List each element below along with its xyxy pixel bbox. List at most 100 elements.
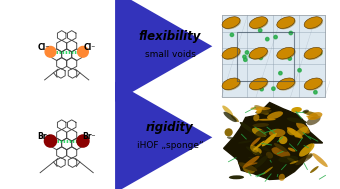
Ellipse shape — [279, 136, 287, 144]
Ellipse shape — [222, 105, 233, 116]
Text: flexibility: flexibility — [139, 30, 201, 43]
Ellipse shape — [243, 164, 255, 174]
Ellipse shape — [299, 143, 314, 157]
Ellipse shape — [253, 140, 265, 151]
Ellipse shape — [222, 47, 240, 59]
Ellipse shape — [248, 157, 256, 159]
Ellipse shape — [238, 140, 252, 144]
Ellipse shape — [231, 115, 239, 122]
Ellipse shape — [253, 114, 259, 121]
Ellipse shape — [252, 128, 267, 137]
Ellipse shape — [274, 143, 288, 152]
Ellipse shape — [304, 17, 322, 28]
Ellipse shape — [267, 111, 283, 119]
Circle shape — [78, 46, 88, 57]
Ellipse shape — [250, 17, 267, 28]
Circle shape — [272, 87, 275, 90]
Text: Br⁻: Br⁻ — [83, 132, 96, 141]
Circle shape — [288, 57, 291, 60]
Ellipse shape — [304, 47, 322, 59]
Ellipse shape — [278, 48, 296, 60]
Ellipse shape — [272, 146, 279, 154]
Circle shape — [282, 20, 285, 24]
Ellipse shape — [256, 108, 262, 114]
Circle shape — [274, 35, 277, 39]
Ellipse shape — [256, 144, 271, 152]
Ellipse shape — [305, 79, 323, 91]
Ellipse shape — [222, 78, 240, 90]
Ellipse shape — [251, 107, 271, 110]
Circle shape — [318, 51, 322, 55]
Ellipse shape — [288, 148, 295, 152]
Ellipse shape — [242, 164, 251, 168]
Ellipse shape — [262, 133, 277, 146]
Ellipse shape — [250, 47, 267, 59]
Ellipse shape — [287, 127, 303, 139]
Ellipse shape — [305, 18, 323, 29]
Text: iHOF „sponge“: iHOF „sponge“ — [137, 141, 203, 150]
Circle shape — [314, 91, 317, 94]
Ellipse shape — [277, 78, 295, 90]
Ellipse shape — [223, 48, 241, 60]
Ellipse shape — [246, 162, 258, 165]
Circle shape — [260, 88, 264, 91]
Ellipse shape — [254, 105, 269, 115]
Ellipse shape — [250, 48, 268, 60]
Text: Cl⁻: Cl⁻ — [83, 43, 96, 52]
Text: Cl⁻: Cl⁻ — [38, 43, 50, 52]
Circle shape — [258, 29, 262, 32]
Ellipse shape — [254, 156, 268, 168]
Circle shape — [243, 55, 246, 59]
Ellipse shape — [227, 136, 235, 140]
Ellipse shape — [238, 162, 257, 171]
Ellipse shape — [240, 122, 254, 133]
Text: Br⁻: Br⁻ — [37, 132, 51, 141]
Ellipse shape — [250, 18, 268, 29]
Ellipse shape — [255, 110, 272, 114]
Ellipse shape — [277, 17, 295, 28]
Ellipse shape — [308, 112, 322, 120]
Ellipse shape — [223, 79, 241, 91]
Ellipse shape — [223, 18, 241, 29]
Ellipse shape — [306, 153, 312, 159]
Ellipse shape — [304, 78, 322, 90]
Ellipse shape — [287, 128, 296, 135]
Ellipse shape — [291, 107, 302, 113]
Ellipse shape — [306, 116, 318, 119]
Circle shape — [245, 51, 249, 54]
Ellipse shape — [296, 122, 310, 134]
Ellipse shape — [229, 175, 244, 179]
Ellipse shape — [302, 110, 309, 113]
Circle shape — [77, 135, 89, 147]
Ellipse shape — [250, 145, 258, 153]
Circle shape — [249, 54, 252, 58]
Ellipse shape — [257, 119, 276, 121]
Circle shape — [230, 33, 234, 36]
Ellipse shape — [278, 18, 296, 29]
Ellipse shape — [295, 154, 313, 165]
Ellipse shape — [279, 174, 285, 181]
Ellipse shape — [250, 78, 267, 90]
Circle shape — [244, 58, 247, 61]
Ellipse shape — [290, 160, 299, 164]
Ellipse shape — [266, 152, 273, 159]
Ellipse shape — [246, 146, 262, 156]
Circle shape — [45, 46, 56, 57]
Ellipse shape — [252, 147, 262, 155]
FancyBboxPatch shape — [222, 15, 325, 97]
Text: rigidity: rigidity — [146, 122, 194, 134]
Circle shape — [266, 37, 269, 41]
Ellipse shape — [278, 79, 296, 91]
Ellipse shape — [278, 156, 298, 163]
Circle shape — [298, 69, 301, 72]
Ellipse shape — [271, 147, 290, 157]
FancyBboxPatch shape — [220, 100, 327, 186]
Ellipse shape — [255, 130, 268, 138]
Circle shape — [279, 71, 282, 75]
Ellipse shape — [307, 115, 321, 125]
Ellipse shape — [305, 48, 323, 60]
Ellipse shape — [222, 17, 240, 28]
Ellipse shape — [303, 111, 318, 116]
Circle shape — [45, 135, 56, 147]
Circle shape — [259, 56, 262, 60]
